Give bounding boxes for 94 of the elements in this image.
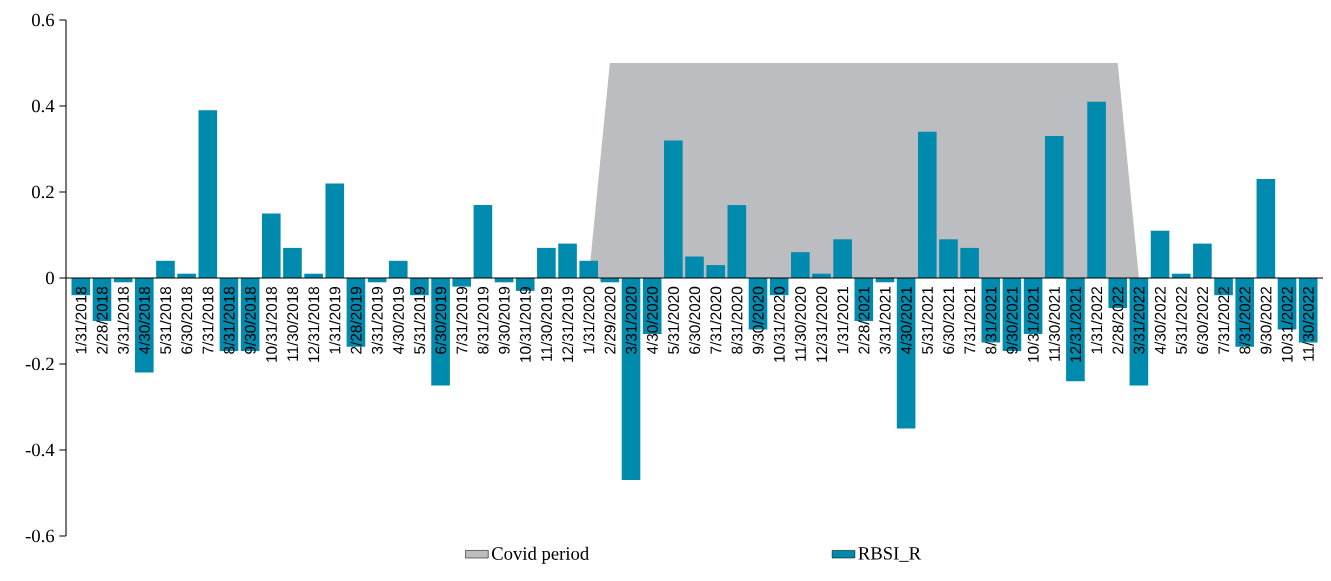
- x-tick-label: 11/30/2020: [794, 286, 806, 361]
- x-tick-label: 10/31/2021: [1027, 287, 1039, 362]
- y-tick-label: -0.6: [25, 529, 55, 543]
- bar: [706, 265, 725, 278]
- x-tick-label: 4/30/2022: [1154, 287, 1166, 355]
- x-tick-label: 7/31/2019: [456, 287, 468, 354]
- x-tick-label: 10/31/2019: [519, 287, 531, 362]
- bar: [1150, 230, 1170, 278]
- bar: [1193, 243, 1212, 278]
- x-tick-label: 8/31/2022: [1239, 287, 1251, 354]
- x-tick-label: 1/31/2019: [329, 287, 341, 354]
- bar: [621, 278, 641, 481]
- bar: [558, 243, 577, 278]
- x-tick-label: 12/31/2018: [307, 286, 320, 362]
- bar: [452, 278, 472, 287]
- x-tick-label: 3/31/2020: [625, 286, 637, 354]
- x-tick-label: 6/30/2021: [942, 287, 955, 354]
- x-tick-label: 3/31/2021: [879, 287, 891, 354]
- x-tick-label: 3/31/2019: [371, 287, 383, 354]
- bar: [727, 204, 747, 278]
- bar: [791, 252, 810, 278]
- x-tick-label: 4/30/2019: [392, 287, 404, 355]
- legend-label: Covid period: [491, 546, 589, 564]
- bar: [156, 260, 175, 278]
- y-tick-label: 0: [46, 271, 54, 285]
- x-tick-label: 6/30/2022: [1196, 287, 1209, 354]
- x-tick-label: 2/28/2018: [96, 286, 108, 354]
- x-tick-label: 5/31/2022: [1175, 287, 1187, 354]
- x-tick-label: 12/31/2021: [1069, 287, 1082, 362]
- x-tick-label: 10/31/2018: [265, 286, 277, 362]
- x-tick-label: 9/30/2021: [1006, 287, 1018, 354]
- x-tick-label: 7/31/2021: [963, 287, 976, 354]
- y-tick-label: 0.2: [32, 185, 54, 199]
- x-tick-label: 8/31/2018: [223, 286, 235, 354]
- x-tick-label: 1/31/2018: [75, 286, 87, 354]
- y-tick-label: -0.4: [25, 443, 55, 457]
- bar: [198, 110, 218, 278]
- x-tick-label: 1/31/2021: [837, 287, 849, 354]
- x-tick-label: 7/31/2022: [1217, 287, 1230, 354]
- x-tick-label: 6/30/2018: [181, 286, 193, 354]
- bar: [261, 213, 281, 278]
- bar: [473, 204, 493, 278]
- y-tick-label: 0.6: [32, 13, 55, 27]
- x-tick-label: 4/30/2020: [646, 286, 658, 355]
- x-tick-label: 11/30/2019: [540, 287, 553, 361]
- x-tick-label: 3/31/2018: [117, 286, 129, 354]
- bar: [579, 260, 599, 278]
- x-tick-label: 8/31/2019: [477, 287, 489, 354]
- x-tick-label: 2/29/2020: [604, 286, 616, 354]
- x-tick-label: 9/30/2019: [498, 287, 510, 354]
- x-tick-label: 5/31/2019: [413, 287, 426, 354]
- bar: [283, 247, 302, 278]
- bar: [1044, 136, 1064, 278]
- x-tick-label: 7/31/2020: [710, 286, 722, 354]
- x-tick-label: 2/28/2022: [1112, 287, 1124, 354]
- x-tick-label: 1/31/2022: [1090, 287, 1103, 354]
- bar: [685, 256, 704, 278]
- x-tick-label: 9/30/2022: [1260, 287, 1272, 354]
- bar: [833, 239, 852, 278]
- x-tick-label: 6/30/2019: [434, 287, 447, 354]
- x-tick-label: 8/31/2021: [985, 287, 997, 354]
- x-tick-label: 11/30/2021: [1048, 287, 1060, 361]
- bar: [537, 247, 556, 278]
- x-tick-label: 5/31/2018: [159, 286, 172, 354]
- bar: [664, 140, 683, 278]
- x-tick-label: 10/31/2022: [1281, 287, 1293, 362]
- x-tick-label: 5/31/2020: [667, 286, 679, 354]
- x-tick-label: 2/28/2021: [858, 287, 870, 354]
- x-tick-label: 12/31/2020: [815, 286, 828, 362]
- x-tick-label: 2/28/2019: [350, 287, 362, 354]
- bar: [917, 131, 937, 278]
- x-tick-label: 5/31/2021: [921, 287, 933, 354]
- bar: [1256, 179, 1276, 278]
- x-tick-label: 11/30/2018: [286, 286, 299, 361]
- legend-label: RBSI_R: [858, 547, 922, 562]
- x-tick-label: 12/31/2019: [561, 287, 574, 362]
- bar: [325, 183, 345, 278]
- x-tick-label: 8/31/2020: [731, 286, 743, 354]
- x-tick-label: 1/31/2020: [583, 286, 595, 354]
- x-tick-label: 9/30/2020: [752, 286, 764, 354]
- x-tick-label: 7/31/2018: [202, 286, 214, 354]
- x-tick-label: 6/30/2020: [688, 286, 701, 354]
- x-tick-label: 3/31/2022: [1133, 287, 1145, 354]
- bar: [939, 239, 958, 278]
- bar: [960, 247, 979, 278]
- x-tick-label: 10/31/2020: [773, 286, 785, 362]
- y-tick-label: 0.4: [32, 99, 55, 113]
- x-tick-label: 11/30/2022: [1302, 287, 1314, 361]
- x-tick-label: 4/30/2018: [138, 286, 150, 355]
- x-tick-label: 4/30/2021: [900, 287, 912, 355]
- y-tick-label: -0.2: [25, 357, 54, 371]
- bar: [388, 260, 408, 278]
- x-tick-label: 9/30/2018: [244, 286, 256, 354]
- bar: [1087, 101, 1106, 278]
